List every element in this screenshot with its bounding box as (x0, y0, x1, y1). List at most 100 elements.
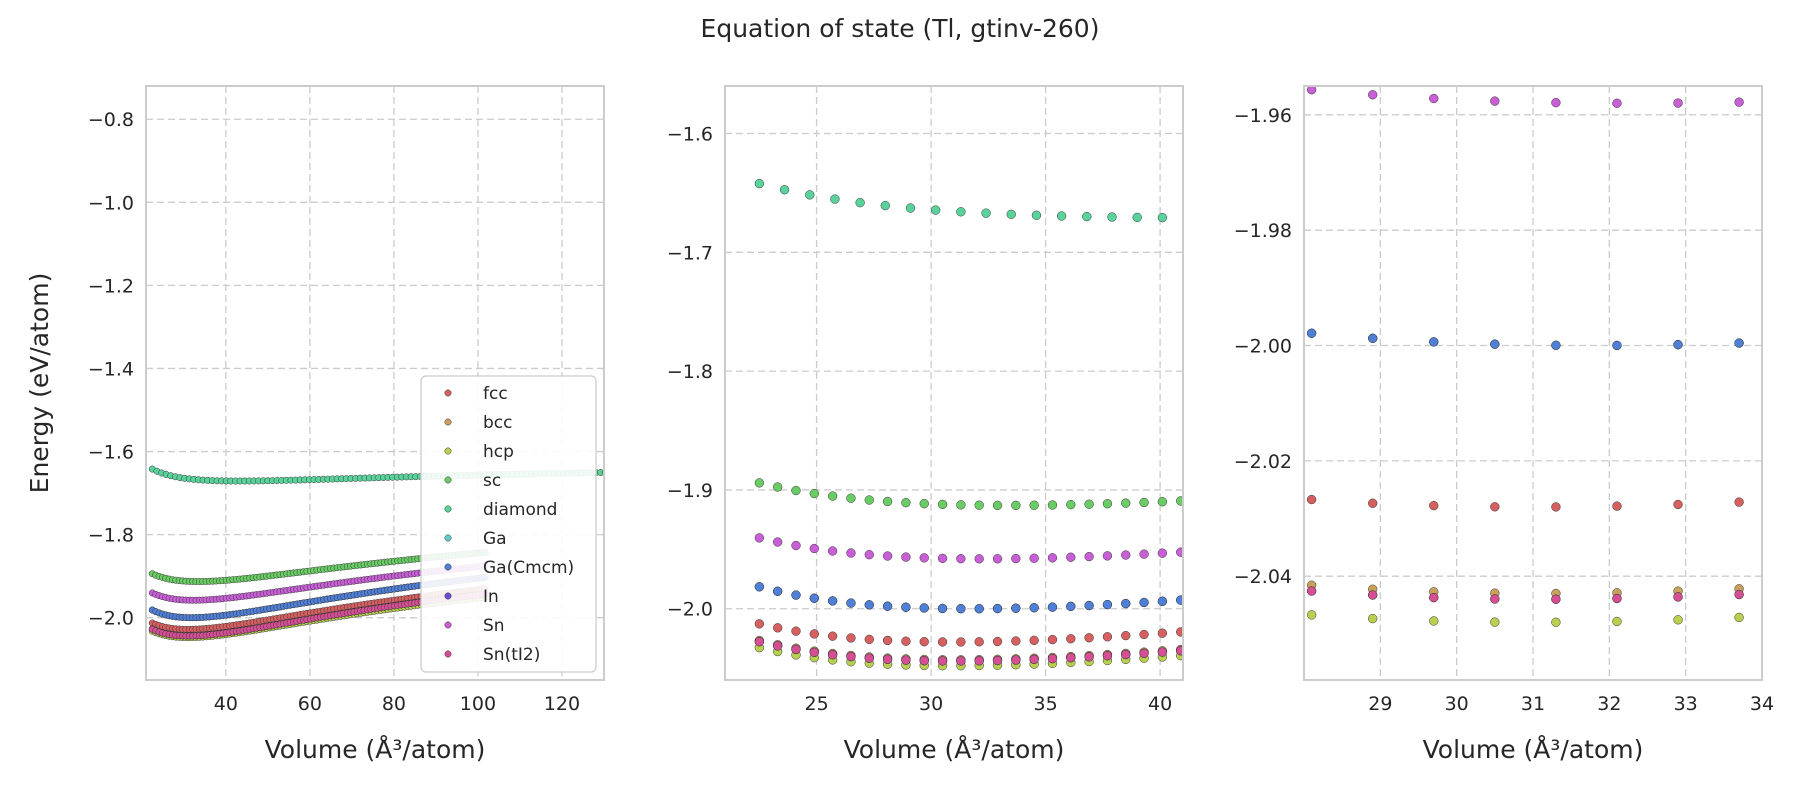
x-tick-label: 30 (1445, 693, 1469, 715)
point-hcp (1734, 612, 1744, 623)
data-points (754, 178, 1183, 671)
point-gacmcm (1139, 597, 1149, 608)
point-diamond (931, 205, 941, 215)
legend-marker (444, 505, 452, 513)
point-gacmcm (1029, 603, 1039, 613)
point-gacmcm (1157, 596, 1168, 606)
point-sc (1157, 497, 1168, 507)
point-snti2 (1066, 653, 1076, 663)
point-sn (1084, 551, 1094, 562)
point-snti2 (1047, 653, 1058, 664)
point-sn (1011, 553, 1021, 564)
point-gacmcm (882, 601, 893, 611)
point-sn (809, 543, 819, 554)
point-sc (1029, 500, 1039, 510)
point-fcc (827, 631, 838, 641)
point-gacmcm (974, 604, 984, 614)
x-tick-label: 33 (1674, 693, 1698, 715)
legend-marker (444, 650, 452, 658)
point-diamond (1006, 209, 1016, 219)
point-diamond (754, 178, 764, 189)
point-sn (1157, 548, 1168, 558)
legend-label: bcc (483, 413, 512, 433)
legend-marker (444, 621, 452, 629)
y-tick-label: −0.8 (88, 109, 134, 131)
x-axis-label: Volume (Å³/atom) (265, 735, 486, 764)
legend-marker (444, 447, 452, 455)
point-snti2 (1490, 594, 1500, 604)
x-tick-label: 25 (805, 693, 829, 715)
point-fcc (1490, 502, 1500, 512)
point-snti2 (754, 637, 764, 647)
point-sn (1612, 98, 1622, 108)
y-tick-label: −1.7 (667, 242, 713, 264)
point-gacmcm (1368, 333, 1378, 343)
point-snti2 (809, 647, 819, 657)
point-snti2 (974, 656, 984, 666)
point-sn (1306, 86, 1317, 95)
y-tick-label: −1.2 (88, 275, 134, 297)
point-fcc (1551, 502, 1561, 512)
point-gacmcm (827, 596, 838, 606)
point-sn (974, 554, 984, 564)
point-fcc (1047, 634, 1058, 645)
y-tick-label: −2.0 (88, 608, 134, 630)
point-fcc (846, 633, 856, 643)
point-sc (882, 496, 893, 507)
legend-marker (444, 389, 452, 397)
point-fcc (1673, 499, 1683, 510)
point-gacmcm (1102, 599, 1113, 610)
point-sn (901, 552, 911, 562)
point-sn (1102, 551, 1113, 561)
point-diamond (1031, 210, 1042, 220)
point-fcc (1176, 627, 1183, 637)
point-sc (919, 498, 929, 509)
point-sc (773, 482, 783, 492)
point-diamond (1182, 216, 1183, 219)
point-fcc (864, 634, 874, 645)
point-fcc (1429, 500, 1439, 511)
point-diamond (607, 469, 613, 475)
point-sc (1139, 497, 1149, 508)
data-points (1306, 86, 1744, 627)
y-tick-label: −1.98 (1234, 220, 1292, 242)
point-snti2 (773, 641, 783, 651)
point-fcc (901, 636, 911, 646)
point-sn (827, 546, 838, 556)
point-hcp (1673, 615, 1683, 625)
point-sn (1047, 553, 1058, 563)
y-tick-label: −1.8 (667, 361, 713, 383)
point-sn (882, 551, 893, 561)
point-gacmcm (1490, 339, 1500, 349)
point-sc (846, 493, 856, 503)
panel-middle: 25 30 35 40 −2.0 −1.9 −1.8 −1.7 −1.6 Volume (Å³/a… (667, 85, 1184, 764)
point-gacmcm (791, 590, 801, 600)
point-fcc (1157, 628, 1168, 638)
point-snti2 (1011, 655, 1021, 665)
point-sn (1673, 98, 1683, 108)
x-tick-label: 35 (1034, 693, 1058, 715)
point-snti2 (1139, 648, 1149, 658)
x-axis-label: Volume (Å³/atom) (1423, 735, 1644, 764)
axes-frame (1303, 85, 1763, 681)
legend-label: Sn (483, 616, 505, 636)
legend-box (420, 375, 597, 673)
point-sn (1029, 553, 1039, 563)
axes-frame (724, 85, 1184, 681)
point-sc (992, 500, 1003, 510)
point-gacmcm (846, 598, 856, 608)
legend-label: Ga(Cmcm) (483, 558, 574, 578)
y-tick-label: −1.96 (1234, 105, 1292, 127)
point-sc (809, 488, 819, 499)
point-gacmcm (1084, 600, 1094, 611)
point-sn (846, 548, 856, 558)
point-gacmcm (754, 582, 764, 592)
point-gacmcm (919, 603, 929, 613)
y-tick-label: −1.0 (88, 192, 134, 214)
point-sn (919, 553, 929, 563)
point-gacmcm (937, 603, 948, 614)
point-sc (791, 485, 801, 496)
figure-title: Equation of state (Tl, gtinv-260) (701, 14, 1100, 43)
point-gacmcm (1551, 340, 1561, 350)
point-fcc (1121, 630, 1131, 641)
